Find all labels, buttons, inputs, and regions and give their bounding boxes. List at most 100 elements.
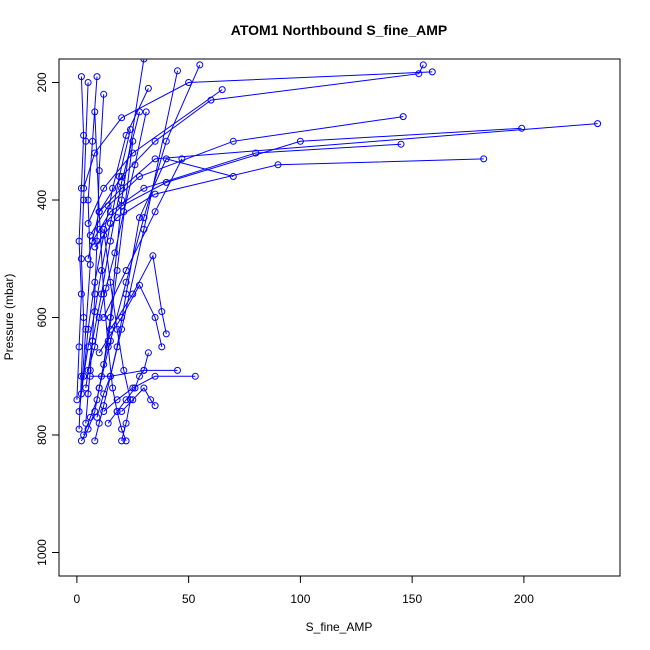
series-line — [87, 111, 147, 371]
data-point — [151, 402, 159, 410]
data-point — [120, 366, 128, 374]
series-line — [89, 116, 404, 236]
data-point — [113, 408, 121, 415]
data-point — [104, 419, 112, 427]
data-point — [113, 325, 121, 333]
data-point — [144, 349, 152, 357]
data-point — [84, 390, 92, 398]
series-21 — [118, 384, 159, 415]
data-point — [118, 114, 126, 122]
data-point — [518, 124, 526, 132]
data-point — [77, 290, 85, 298]
data-point — [106, 208, 114, 216]
data-point — [136, 108, 143, 116]
data-point — [93, 413, 101, 421]
data-point — [151, 208, 159, 216]
data-point — [100, 390, 108, 398]
data-point — [122, 396, 130, 404]
series-line — [98, 64, 201, 389]
series-line — [85, 111, 140, 389]
data-point — [84, 366, 92, 374]
series-19 — [106, 252, 170, 338]
data-point — [428, 68, 436, 76]
data-point — [122, 278, 130, 286]
data-point — [100, 408, 108, 415]
x-tick-label: 150 — [402, 592, 422, 606]
data-point — [147, 396, 155, 404]
data-point — [91, 343, 99, 351]
data-point — [151, 372, 159, 380]
data-point — [84, 220, 92, 227]
y-axis: 200 400 600 800 1000 — [35, 72, 60, 566]
series-18 — [100, 155, 186, 321]
data-point — [80, 431, 88, 439]
data-point — [118, 314, 126, 321]
data-point — [95, 225, 103, 233]
series-line — [83, 71, 433, 189]
data-point — [109, 384, 117, 392]
chart-title: ATOM1 Northbound S_fine_AMP — [231, 22, 447, 38]
data-point — [136, 372, 143, 380]
series-13 — [89, 140, 405, 245]
data-point — [95, 314, 103, 321]
data-point — [129, 396, 137, 404]
y-tick-label: 600 — [35, 307, 49, 327]
data-point — [102, 284, 110, 292]
y-tick-label: 1000 — [35, 539, 49, 566]
data-point — [91, 243, 99, 251]
data-point — [252, 149, 260, 157]
data-point — [77, 437, 85, 445]
series-22 — [104, 349, 152, 427]
data-point — [100, 184, 108, 192]
data-point — [106, 372, 114, 380]
data-point — [77, 73, 85, 81]
data-point — [100, 90, 108, 98]
data-point — [100, 314, 108, 321]
series-27 — [95, 61, 204, 392]
y-axis-label: Pressure (mbar) — [2, 274, 16, 361]
data-point — [419, 61, 427, 69]
series-line — [90, 369, 178, 377]
data-point — [82, 325, 90, 333]
data-point — [93, 396, 101, 404]
series-30 — [84, 108, 150, 374]
data-point — [80, 184, 88, 192]
data-point — [84, 425, 92, 433]
data-point — [86, 261, 94, 269]
data-point — [218, 86, 226, 94]
data-point — [296, 137, 304, 145]
data-point — [274, 161, 282, 169]
series-line — [107, 352, 149, 424]
data-point — [158, 343, 166, 351]
data-point — [84, 255, 92, 263]
series-line — [121, 387, 156, 412]
data-point — [82, 419, 90, 427]
data-point — [91, 278, 99, 286]
data-point — [140, 384, 148, 392]
series-line — [80, 76, 98, 394]
series-line — [87, 89, 223, 224]
data-point — [162, 155, 170, 163]
data-point — [111, 249, 119, 257]
data-point — [73, 396, 81, 404]
data-point — [75, 408, 83, 415]
data-point — [399, 113, 407, 121]
data-point — [158, 308, 166, 316]
series-16 — [95, 61, 427, 216]
data-point — [207, 96, 215, 104]
series-line — [103, 158, 183, 318]
data-point — [82, 137, 90, 145]
data-point — [95, 208, 103, 216]
data-point — [113, 396, 121, 404]
data-point — [93, 73, 101, 81]
data-point — [149, 252, 157, 260]
data-point — [397, 140, 405, 148]
data-point — [118, 325, 126, 333]
data-point — [84, 79, 92, 86]
series-15 — [84, 86, 226, 227]
plot-frame — [58, 58, 621, 577]
data-point — [84, 343, 92, 351]
data-point — [191, 372, 199, 380]
data-point — [118, 408, 126, 415]
